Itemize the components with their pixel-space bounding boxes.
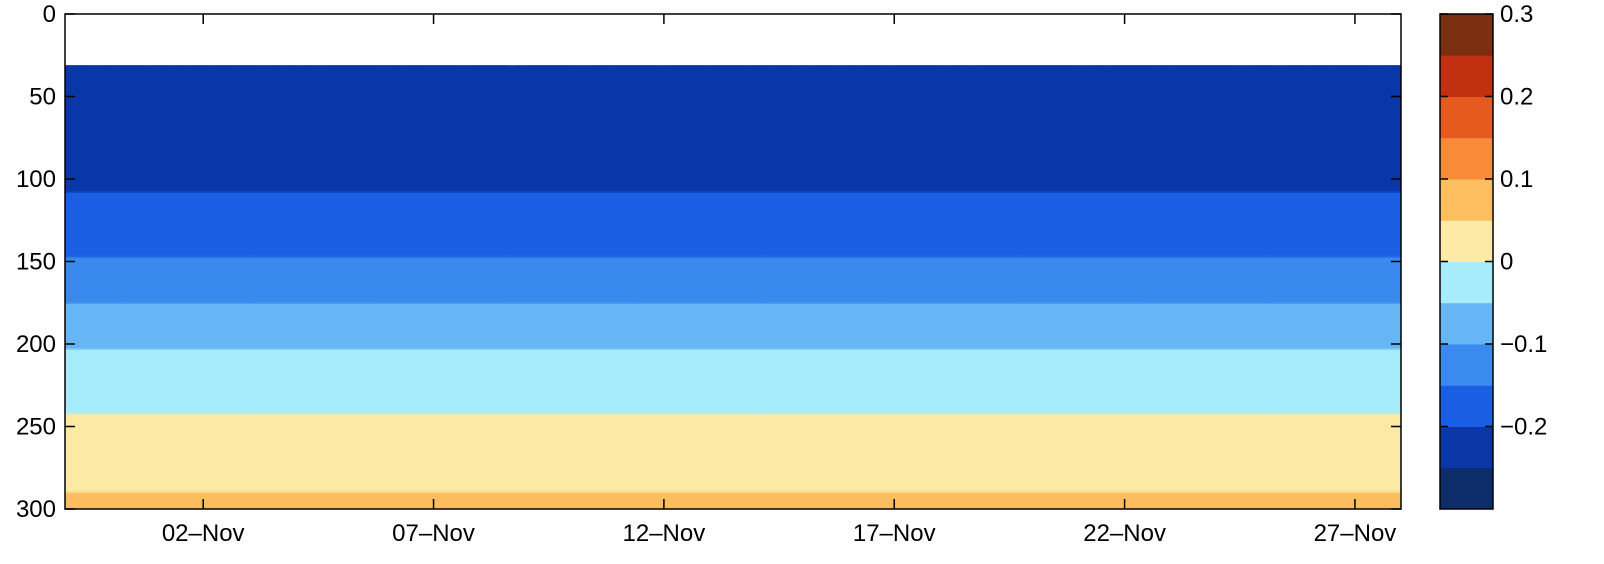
y-tick-label: 150 <box>16 249 56 276</box>
colorbar-tick-label: −0.1 <box>1500 331 1547 358</box>
colorbar-swatch <box>1440 137 1493 180</box>
colorbar-swatch <box>1440 385 1493 427</box>
colorbar: −0.2 −0.1 0 0.1 0.2 0.3 <box>1439 1 1547 510</box>
x-tick-label: 22–Nov <box>1083 520 1166 547</box>
colorbar-swatch <box>1440 220 1493 262</box>
x-tick-label: 07–Nov <box>392 520 475 547</box>
y-tick-label: 250 <box>16 414 56 441</box>
colorbar-tick-label: −0.2 <box>1500 414 1547 441</box>
colorbar-tick-label: 0.1 <box>1500 166 1533 193</box>
colorbar-tick-label: 0.2 <box>1500 84 1533 111</box>
y-tick-label: 300 <box>16 496 56 523</box>
y-tick-label: 0 <box>43 1 56 28</box>
x-tick-label: 17–Nov <box>853 520 936 547</box>
colorbar-swatch <box>1440 96 1493 139</box>
y-axis: 0 50 100 150 200 250 300 <box>16 1 1401 523</box>
colorbar-swatch <box>1440 302 1493 345</box>
x-tick-label: 27–Nov <box>1314 520 1397 547</box>
colorbar-tick-label: 0 <box>1500 249 1513 276</box>
x-tick-label: 02–Nov <box>162 520 245 547</box>
colorbar-swatch <box>1440 179 1493 221</box>
colorbar-swatch <box>1440 55 1493 97</box>
x-axis: 02–Nov 07–Nov 12–Nov 17–Nov 22–Nov 27–Nov <box>162 14 1396 547</box>
colorbar-swatch <box>1440 14 1493 56</box>
colorbar-swatch <box>1440 426 1493 469</box>
colorbar-swatch <box>1440 467 1493 510</box>
colorbar-tick-label: 0.3 <box>1500 1 1533 28</box>
colorbar-swatch <box>1440 344 1493 386</box>
y-tick-label: 100 <box>16 166 56 193</box>
y-tick-label: 200 <box>16 331 56 358</box>
plot-area <box>64 13 1402 510</box>
colorbar-swatch <box>1440 261 1493 304</box>
x-tick-label: 12–Nov <box>623 520 706 547</box>
contour-field <box>65 65 1401 510</box>
y-tick-label: 50 <box>29 84 56 111</box>
